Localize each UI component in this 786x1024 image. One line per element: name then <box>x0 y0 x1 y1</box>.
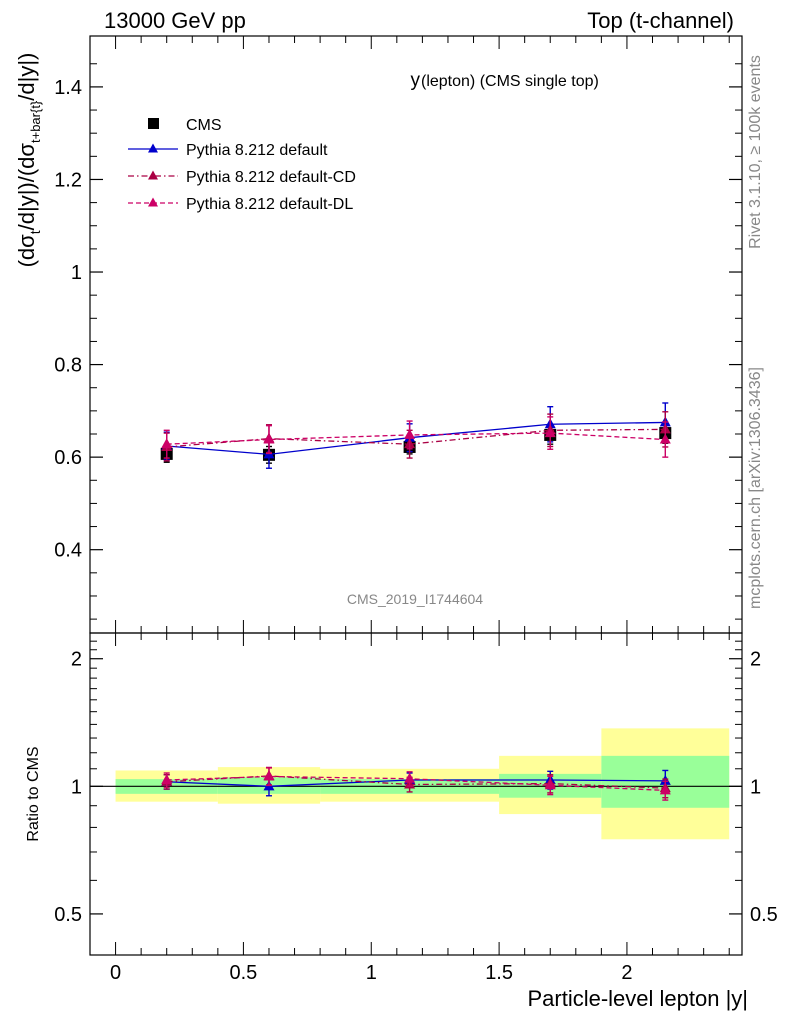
series-line <box>166 428 666 448</box>
ratio-ytick-label-right: 2 <box>750 649 761 671</box>
ratio-point-triangle <box>263 770 275 781</box>
ratio-series-layer <box>161 766 671 801</box>
legend-label-default-dl: Pythia 8.212 default-DL <box>186 196 353 213</box>
series-cms <box>160 422 672 464</box>
ratio-ytick-label-left: 1 <box>71 776 82 798</box>
legend-marker-default-dl <box>148 197 158 207</box>
legend-marker-cms <box>148 118 159 129</box>
ratio-xtick-label: 1.5 <box>485 962 513 984</box>
ratio-ylabel: Ratio to CMS <box>25 746 42 841</box>
data-point-triangle <box>404 428 416 439</box>
main-ytick-label: 1.2 <box>54 169 82 191</box>
main-panel: 0.4 0.6 0.8 1 1.2 1.4 y (lepton) (CMS single … <box>14 35 743 634</box>
legend: CMS Pythia 8.212 default Pythia 8.212 de… <box>128 117 356 213</box>
mcplots-label: mcplots.cern.ch [arXiv:1306.3436] <box>747 367 764 609</box>
header-left: 13000 GeV pp <box>104 8 246 33</box>
main-series-layer <box>160 402 672 469</box>
plot-title-sub: (lepton) (CMS single top) <box>421 73 599 90</box>
ratio-axes: 0.5 0.5 1 1 2 2 0 0.5 1 1.5 2 <box>54 633 778 984</box>
ratio-ytick-label-left: 2 <box>71 649 82 671</box>
legend-label-default: Pythia 8.212 default <box>186 142 328 159</box>
ratio-ytick-label-right: 1 <box>750 776 761 798</box>
main-axes: 0.4 0.6 0.8 1 1.2 1.4 <box>54 36 742 633</box>
ratio-ytick-label-right: 0.5 <box>750 904 778 926</box>
legend-label-default-cd: Pythia 8.212 default-CD <box>186 169 356 186</box>
plot-title-main: y <box>411 70 421 91</box>
ylabel-part-2: /d|y|)/(dσ <box>14 143 39 231</box>
data-point-triangle <box>161 438 173 449</box>
main-ytick-label: 1 <box>71 262 82 284</box>
main-ytick-label: 0.4 <box>54 540 82 562</box>
ylabel-part-3: /d|y|) <box>14 53 39 101</box>
ratio-ytick-label-left: 0.5 <box>54 904 82 926</box>
ratio-point-triangle <box>161 773 173 784</box>
rivet-version-label: Rivet 3.1.10, ≥ 100k events <box>747 55 764 249</box>
legend-entry-default-cd: Pythia 8.212 default-CD <box>128 169 356 186</box>
legend-entry-default-dl: Pythia 8.212 default-DL <box>128 196 353 213</box>
ratio-panel: 0.5 0.5 1 1 2 2 0 0.5 1 1.5 2 Ratio to CMS Particl… <box>25 632 778 1011</box>
data-point-triangle <box>659 433 671 444</box>
data-point-triangle <box>544 427 556 438</box>
series-pythia-8-212-default-dl <box>161 416 671 459</box>
ratio-point-triangle <box>544 779 556 790</box>
ratio-xtick-label: 1 <box>366 962 377 984</box>
legend-marker-default-cd <box>148 170 158 180</box>
ratio-xtick-label: 0 <box>110 962 121 984</box>
series-line <box>166 432 666 445</box>
main-ytick-label: 0.6 <box>54 447 82 469</box>
header-right: Top (t-channel) <box>587 8 734 33</box>
ratio-xtick-label: 2 <box>621 962 632 984</box>
ratio-xlabel: Particle-level lepton |y| <box>527 986 748 1011</box>
ylabel-part-1: (dσ <box>14 234 39 268</box>
ratio-point-triangle <box>659 784 671 795</box>
main-ytick-label: 1.4 <box>54 77 82 99</box>
series-pythia-8-212-default-cd <box>161 411 671 462</box>
data-point-triangle <box>263 433 275 444</box>
legend-label-cms: CMS <box>186 117 222 134</box>
legend-marker-default <box>148 143 158 153</box>
analysis-watermark: CMS_2019_I1744604 <box>347 591 483 607</box>
ratio-series-pythia-8-212-default-dl <box>161 767 671 801</box>
main-ytick-label: 0.8 <box>54 355 82 377</box>
legend-entry-cms: CMS <box>148 117 222 134</box>
ratio-point-triangle <box>404 772 416 783</box>
ylabel-sub-1: t <box>27 230 43 234</box>
main-ylabel: (dσt/d|y|)/(dσt+bar{t}/d|y|) <box>14 53 43 268</box>
ylabel-sub-2: t+bar{t} <box>28 100 43 143</box>
ratio-xtick-label: 0.5 <box>230 962 258 984</box>
ratio-frame <box>89 632 743 956</box>
series-line <box>166 421 666 456</box>
legend-entry-default: Pythia 8.212 default <box>128 142 328 159</box>
